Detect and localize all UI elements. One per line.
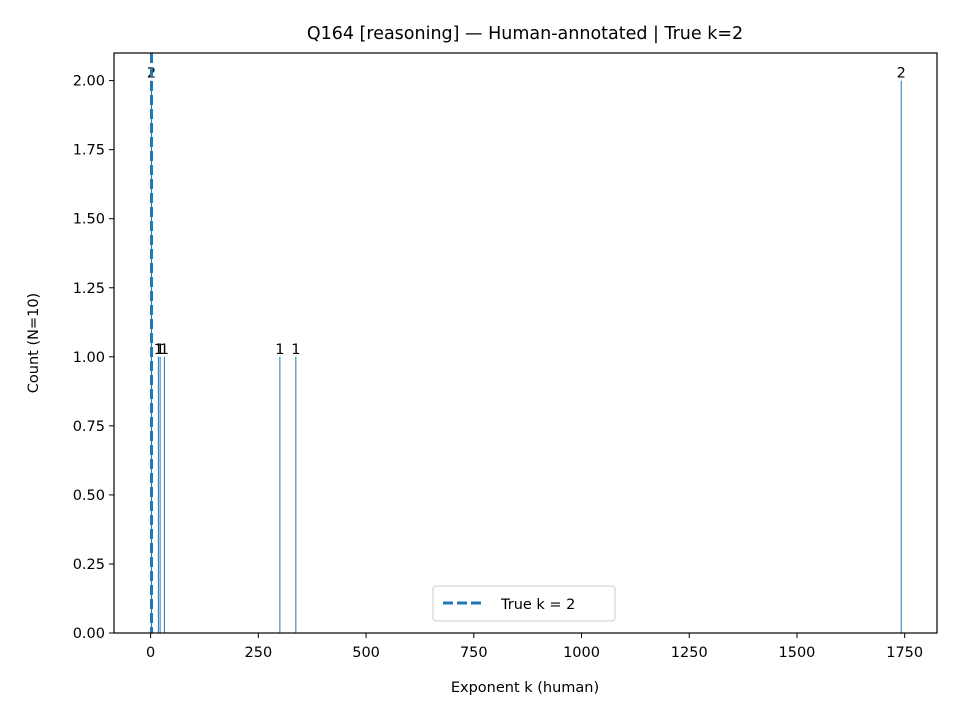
x-tick-label: 1000 [563,645,600,661]
x-tick-label: 500 [352,645,380,661]
y-tick-label: 2.00 [73,74,105,90]
x-tick-label: 1750 [886,645,923,661]
y-tick-label: 0.25 [73,557,105,573]
y-tick-label: 1.25 [73,281,105,297]
x-axis-label: Exponent k (human) [451,680,599,696]
chart-title: Q164 [reasoning] — Human-annotated | Tru… [307,24,743,44]
y-tick-label: 1.50 [73,212,105,228]
x-tick-label: 1500 [779,645,816,661]
y-tick-label: 0.75 [73,419,105,435]
y-tick-label: 1.75 [73,143,105,159]
bar-label-6: 2 [897,66,906,82]
y-tick-label: 0.50 [73,488,105,504]
bar-label-5: 1 [291,342,300,358]
bar-label-4: 1 [275,342,284,358]
bar-label-2: 1 [155,342,164,358]
bar-label-3: 1 [160,342,169,358]
legend-box [432,585,616,622]
bar-label-1: 1 [154,342,163,358]
x-tick-label: 1250 [671,645,708,661]
y-tick-label: 0.00 [73,626,105,642]
x-tick-label: 750 [460,645,488,661]
legend-label-true-k: True k = 2 [500,597,575,613]
y-axis-label: Count (N=10) [26,293,42,393]
x-tick-label: 0 [146,645,155,661]
legend: True k = 2 [432,585,616,622]
plot-frame [113,52,938,634]
x-tick-label: 250 [245,645,273,661]
y-tick-label: 1.00 [73,350,105,366]
